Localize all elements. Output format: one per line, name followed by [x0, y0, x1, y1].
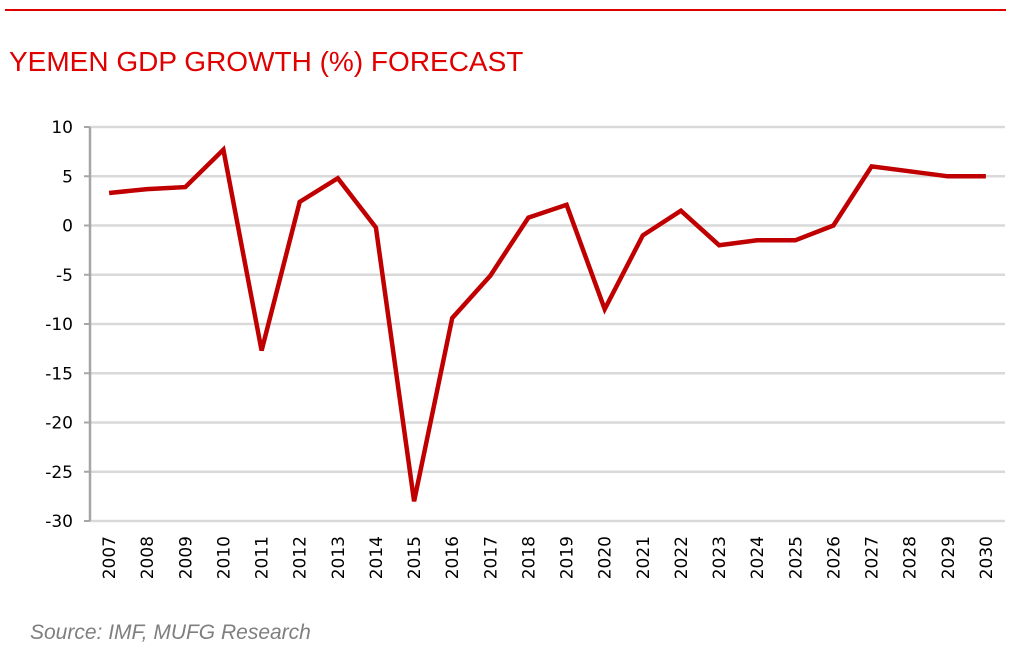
y-tick-label: -15 — [45, 364, 73, 384]
chart-title: YEMEN GDP GROWTH (%) FORECAST — [9, 46, 524, 77]
gridlines — [90, 125, 1005, 523]
x-tick-label: 2019 — [558, 536, 578, 579]
x-tick-label: 2015 — [405, 536, 425, 579]
x-tick-label: 2009 — [176, 536, 196, 579]
x-tick-label: 2030 — [977, 536, 997, 579]
x-tick-label: 2029 — [939, 536, 959, 579]
y-tick-label: 5 — [62, 167, 73, 187]
x-tick-label: 2014 — [367, 536, 387, 579]
x-tick-label: 2008 — [138, 536, 158, 579]
x-tick-label: 2010 — [214, 536, 234, 579]
x-tick-label: 2026 — [824, 536, 844, 579]
series-line-group — [108, 145, 986, 502]
y-tick-label: -25 — [45, 463, 73, 483]
x-tick-label: 2028 — [901, 536, 921, 579]
x-axis: 2007 2008 2009 2010 2011 2012 2013 2014 2015 2016… — [100, 536, 997, 579]
x-tick-label: 2025 — [786, 536, 806, 579]
x-tick-label: 2021 — [634, 536, 654, 579]
y-tick-label: -20 — [45, 414, 73, 434]
series-line — [108, 145, 986, 502]
x-tick-label: 2022 — [672, 536, 692, 579]
x-tick-label: 2027 — [863, 536, 883, 579]
x-tick-label: 2011 — [253, 536, 273, 579]
x-tick-label: 2012 — [291, 536, 311, 579]
y-tick-label: -10 — [45, 315, 73, 335]
x-tick-label: 2017 — [481, 536, 501, 579]
y-tick-label: 10 — [51, 118, 73, 138]
x-tick-label: 2018 — [519, 536, 539, 579]
y-axis: 10 5 0 -5 -10 -15 -20 -25 -30 — [45, 118, 92, 532]
x-tick-label: 2016 — [443, 536, 463, 579]
x-tick-label: 2023 — [710, 536, 730, 579]
x-tick-label: 2007 — [100, 536, 120, 579]
x-tick-label: 2024 — [748, 536, 768, 579]
y-tick-label: -5 — [56, 266, 73, 286]
source-note: Source: IMF, MUFG Research — [30, 621, 311, 644]
y-tick-label: 0 — [62, 217, 73, 237]
top-rule — [5, 9, 1006, 11]
y-tick-label: -30 — [45, 512, 73, 532]
x-tick-label: 2013 — [329, 536, 349, 579]
x-tick-label: 2020 — [596, 536, 616, 579]
